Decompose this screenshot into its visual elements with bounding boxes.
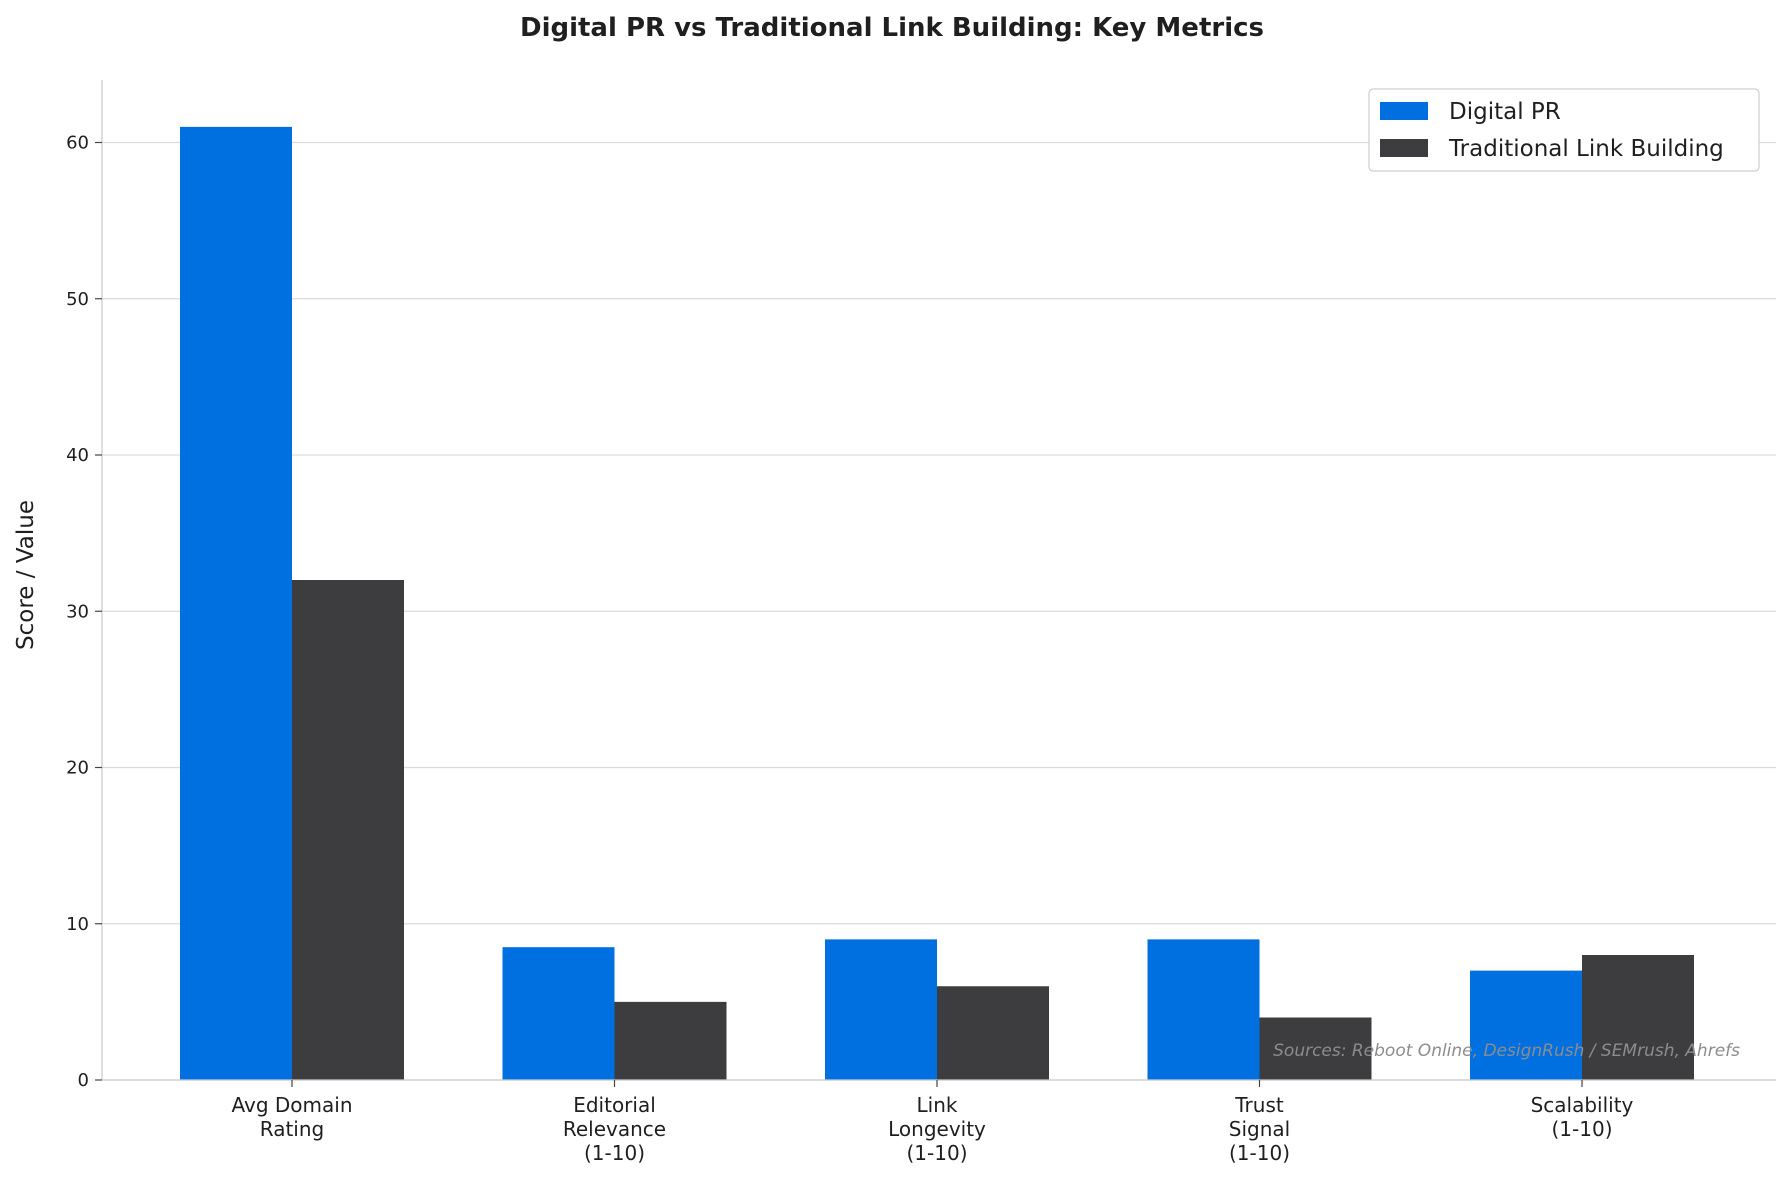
y-tick-label: 30 [66, 601, 89, 622]
bar-digital-pr [825, 939, 937, 1080]
bar-traditional-link-building [614, 1001, 727, 1080]
x-tick-label: Scalability (1-10) [1531, 1093, 1634, 1141]
y-axis-ticks: 0 10 20 30 40 50 60 [66, 133, 102, 1091]
legend-swatch [1380, 102, 1428, 120]
y-tick-label: 0 [78, 1070, 89, 1091]
legend: Digital PR Traditional Link Building [1368, 88, 1760, 172]
bar-digital-pr [1470, 970, 1582, 1080]
x-tick-label-line: (1-10) [1229, 1141, 1290, 1165]
bars [180, 126, 1694, 1080]
y-tick-label: 60 [66, 133, 89, 154]
x-tick-label: Trust Signal (1-10) [1229, 1093, 1290, 1165]
x-tick-label-line: Link [917, 1093, 958, 1117]
y-tick-label: 10 [66, 914, 89, 935]
bar-traditional-link-building [1259, 1017, 1372, 1080]
x-tick-label-line: Rating [260, 1117, 324, 1141]
x-tick-label-line: (1-10) [584, 1141, 645, 1165]
x-tick-label-line: Relevance [563, 1117, 666, 1141]
bar-digital-pr [180, 126, 292, 1080]
chart-title: Digital PR vs Traditional Link Building:… [520, 13, 1264, 43]
x-tick-label-line: Editorial [573, 1093, 656, 1117]
y-axis-label: Score / Value [13, 500, 39, 650]
x-tick-label-line: Trust [1234, 1093, 1284, 1117]
x-tick-label-line: Scalability [1531, 1093, 1634, 1117]
y-tick-label: 40 [66, 445, 89, 466]
legend-label: Digital PR [1449, 99, 1561, 125]
x-tick-label-line: Avg Domain [231, 1093, 352, 1117]
bar-traditional-link-building [937, 986, 1049, 1080]
bar-traditional-link-building [1582, 955, 1694, 1080]
x-tick-label-line: (1-10) [907, 1141, 968, 1165]
x-tick-label: Link Longevity (1-10) [888, 1093, 986, 1165]
x-tick-label: Avg Domain Rating [231, 1093, 352, 1141]
x-tick-label: Editorial Relevance (1-10) [563, 1093, 666, 1165]
y-tick-label: 20 [66, 758, 89, 779]
legend-label: Traditional Link Building [1448, 136, 1724, 162]
bar-traditional-link-building [292, 580, 404, 1080]
y-tick-label: 50 [66, 289, 89, 310]
legend-box [1368, 88, 1760, 172]
x-tick-label-line: Signal [1229, 1117, 1290, 1141]
axes [101, 80, 1776, 1081]
legend-swatch [1380, 139, 1428, 157]
bar-digital-pr [502, 947, 615, 1080]
bar-digital-pr [1147, 939, 1260, 1080]
source-note: Sources: Reboot Online, DesignRush / SEM… [1273, 1041, 1740, 1061]
x-tick-label-line: Longevity [888, 1117, 986, 1141]
x-tick-label-line: (1-10) [1552, 1117, 1613, 1141]
